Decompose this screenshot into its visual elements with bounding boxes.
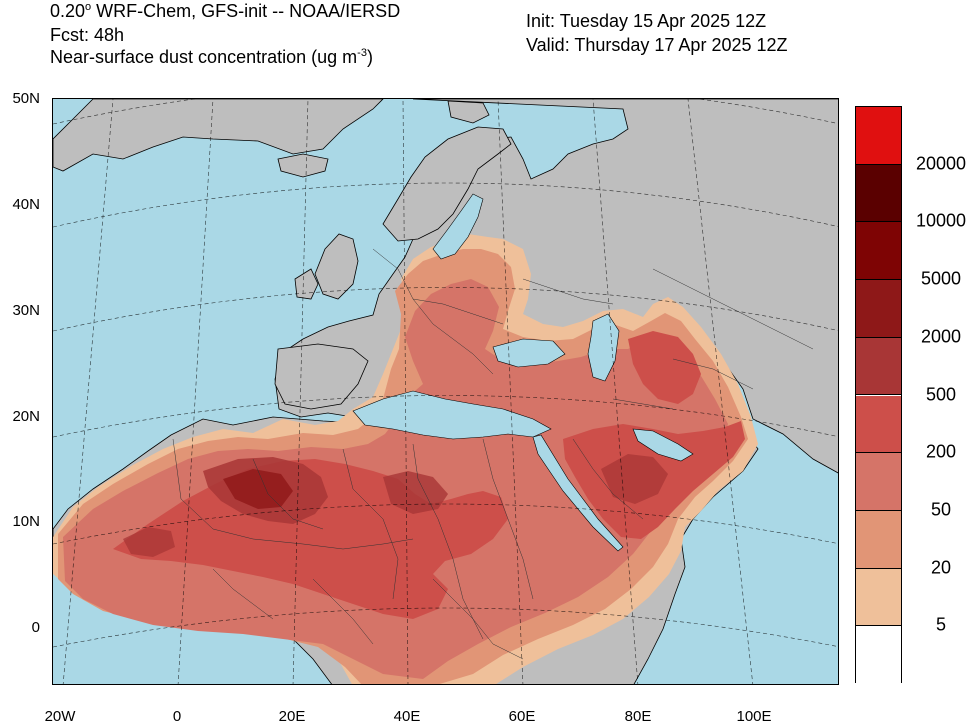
lon-label: 20W <box>44 708 76 725</box>
mediterranean <box>352 390 552 440</box>
colorbar <box>855 106 902 684</box>
colorbar-label: 2000 <box>920 326 962 347</box>
lon-label: 40E <box>393 708 421 725</box>
lat-label: 30N <box>12 302 40 319</box>
lat-label: 40N <box>12 196 40 213</box>
lon-label: 80E <box>624 708 652 725</box>
colorbar-label: 500 <box>925 384 957 404</box>
persian-gulf <box>632 428 694 462</box>
red-sea <box>532 434 624 552</box>
iberia <box>274 343 369 410</box>
dust-500-3 <box>123 527 175 557</box>
colorbar-segment <box>856 222 901 281</box>
model-title: 0.20o WRF-Chem, GFS-init -- NOAA/IERSD <box>50 1 401 21</box>
country-borders <box>172 248 814 660</box>
colorbar-label: 20 <box>930 557 952 578</box>
colorbar-segment <box>856 395 901 454</box>
colorbar-segment <box>856 453 901 511</box>
lon-label: 20E <box>278 708 306 725</box>
colorbar-label: 5000 <box>920 268 962 289</box>
lat-label: 20N <box>12 408 40 425</box>
lat-label: 0 <box>31 619 40 636</box>
dust-2000 <box>223 469 293 509</box>
caspian-sea <box>587 313 620 382</box>
dust-map <box>52 98 839 685</box>
colorbar-label: 10000 <box>915 210 967 231</box>
colorbar-segment <box>856 107 901 165</box>
colorbar-segment <box>856 510 901 569</box>
variable-title: Near-surface dust concentration (ug m-3) <box>50 47 373 67</box>
lon-label: 100E <box>736 708 772 725</box>
graticule <box>53 99 838 684</box>
colorbar-label: 5 <box>935 614 946 635</box>
colorbar-label: 200 <box>925 441 957 462</box>
baltic-sea <box>432 193 484 260</box>
black-sea <box>492 338 566 368</box>
lon-label: 0 <box>172 708 182 725</box>
forecast-hour: Fcst: 48h <box>50 25 125 45</box>
greenland <box>53 99 384 172</box>
lat-label: 50N <box>12 90 40 107</box>
lon-label: 60E <box>508 708 536 725</box>
colorbar-segment <box>856 337 901 396</box>
init-time: Init: Tuesday 15 Apr 2025 12Z <box>526 11 767 31</box>
dust-500-2 <box>383 471 448 514</box>
lat-label: 10N <box>12 513 40 530</box>
colorbar-segment <box>856 280 901 338</box>
colorbar-segment <box>856 568 901 627</box>
colorbar-segment <box>856 164 901 223</box>
svalbard <box>447 100 490 124</box>
iceland <box>277 153 329 178</box>
dust-200-caspian <box>628 331 701 404</box>
scandinavia <box>382 126 512 242</box>
britain <box>314 233 359 300</box>
colorbar-segment <box>856 626 901 684</box>
colorbar-label: 20000 <box>915 153 967 174</box>
colorbar-label: 50 <box>930 499 952 520</box>
dust-500-4 <box>601 454 668 504</box>
valid-time: Valid: Thursday 17 Apr 2025 12Z <box>526 35 788 55</box>
